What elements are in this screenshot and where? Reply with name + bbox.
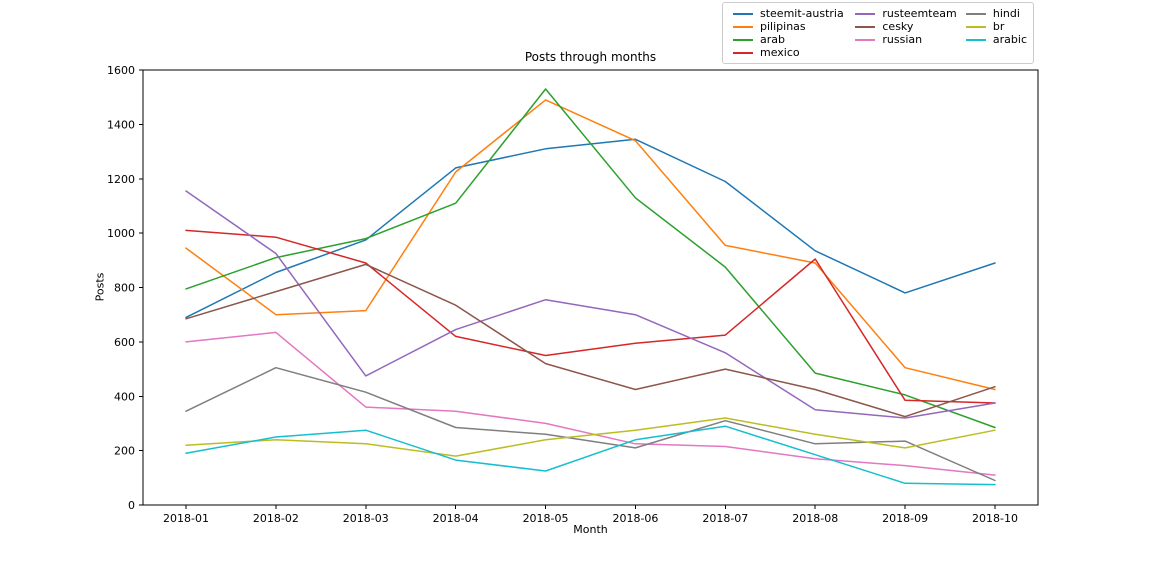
legend-line-swatch xyxy=(733,51,753,54)
y-tick-label: 600 xyxy=(114,336,135,349)
legend-line-swatch xyxy=(855,38,876,41)
series-line-br xyxy=(185,417,996,457)
legend-label: steemit-austria xyxy=(760,7,844,20)
x-axis-label: Month xyxy=(573,523,608,536)
legend-label: cesky xyxy=(882,20,914,33)
legend-label: rusteemteam xyxy=(882,7,957,20)
series-line-rusteemteam xyxy=(185,190,996,419)
legend-column: steemit-austria pilipinas arab mexico xyxy=(727,7,849,59)
x-tick-label: 2018-01 xyxy=(163,512,209,525)
series-line-hindi xyxy=(185,366,996,482)
y-tick-label: 1400 xyxy=(107,118,135,131)
legend-item-mexico: mexico xyxy=(727,46,849,59)
x-tick-label: 2018-09 xyxy=(882,512,928,525)
y-tick-label: 1200 xyxy=(107,173,135,186)
series-line-arab xyxy=(185,88,996,429)
series-line-mexico xyxy=(185,229,996,404)
legend-label: arabic xyxy=(992,33,1027,46)
legend-label: hindi xyxy=(992,7,1020,20)
legend-item-hindi: hindi xyxy=(960,7,1027,20)
legend-line-swatch xyxy=(733,12,753,15)
y-tick-label: 1600 xyxy=(107,64,135,77)
x-tick-label: 2018-08 xyxy=(792,512,838,525)
legend-label: mexico xyxy=(760,46,800,59)
legend-line-swatch xyxy=(855,12,876,15)
legend-line-swatch xyxy=(965,12,986,15)
legend-label: russian xyxy=(882,33,923,46)
legend-line-swatch xyxy=(965,38,986,41)
y-tick-label: 800 xyxy=(114,282,135,295)
y-tick-label: 0 xyxy=(128,499,135,512)
legend-item-br: br xyxy=(960,20,1027,33)
chart-title: Posts through months xyxy=(524,50,657,64)
legend-item-arab: arab xyxy=(727,33,849,46)
series-line-arabic xyxy=(185,425,996,486)
legend-label: arab xyxy=(760,33,785,46)
y-tick-label: 400 xyxy=(114,390,135,403)
legend-item-pilipinas: pilipinas xyxy=(727,20,849,33)
x-tick-label: 2018-03 xyxy=(343,512,389,525)
legend-item-arabic: arabic xyxy=(960,33,1027,46)
legend-column: hindi br arabic xyxy=(960,7,1027,46)
series-line-pilipinas xyxy=(185,99,996,391)
legend-item-cesky: cesky xyxy=(849,20,960,33)
x-tick-label: 2018-05 xyxy=(523,512,569,525)
legend-column: rusteemteam cesky russian xyxy=(849,7,960,46)
chart-legend: steemit-austria pilipinas arab mexico rustee… xyxy=(722,2,1034,64)
x-tick-label: 2018-07 xyxy=(702,512,748,525)
x-tick-label: 2018-06 xyxy=(612,512,658,525)
legend-line-swatch xyxy=(733,38,753,41)
legend-item-russian: russian xyxy=(849,33,960,46)
series-line-steemit-austria xyxy=(185,138,996,319)
legend-line-swatch xyxy=(965,25,986,28)
y-axis-label: Posts xyxy=(93,272,107,302)
legend-label: br xyxy=(992,20,1005,33)
x-tick-label: 2018-02 xyxy=(253,512,299,525)
legend-label: pilipinas xyxy=(760,20,806,33)
y-tick-label: 200 xyxy=(114,445,135,458)
series-line-cesky xyxy=(185,263,996,418)
legend-line-swatch xyxy=(855,25,876,28)
x-tick-label: 2018-10 xyxy=(972,512,1018,525)
legend-item-steemit-austria: steemit-austria xyxy=(727,7,849,20)
legend-item-rusteemteam: rusteemteam xyxy=(849,7,960,20)
y-tick-label: 1000 xyxy=(107,227,135,240)
x-tick-label: 2018-04 xyxy=(433,512,479,525)
legend-line-swatch xyxy=(733,25,753,28)
series-line-russian xyxy=(185,331,996,476)
